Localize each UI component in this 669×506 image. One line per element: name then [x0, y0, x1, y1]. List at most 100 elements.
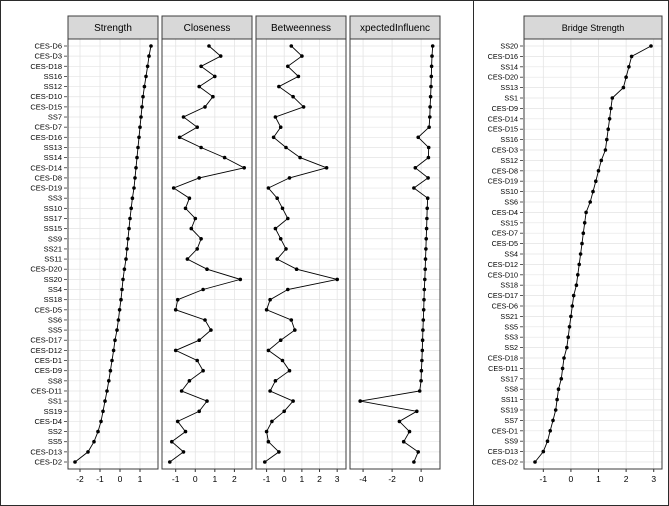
- data-point: [627, 65, 631, 69]
- centrality-plot-svg: CES-D6CES-D3CES-D18SS16SS12CES-D10CES-D1…: [30, 15, 441, 484]
- data-point: [610, 96, 615, 100]
- data-point: [171, 186, 176, 190]
- data-point: [125, 247, 129, 251]
- data-point: [129, 206, 133, 211]
- facet-title: Closeness: [184, 23, 231, 34]
- data-point: [266, 439, 271, 444]
- data-point: [291, 399, 295, 403]
- data-point: [429, 74, 434, 79]
- data-point: [189, 226, 194, 231]
- data-point: [187, 196, 192, 200]
- data-point: [430, 54, 434, 58]
- data-point: [168, 460, 172, 464]
- data-point: [289, 318, 294, 322]
- data-point: [624, 75, 628, 79]
- y-axis-label: SS6: [48, 315, 62, 324]
- data-point: [275, 257, 280, 261]
- data-point: [596, 169, 601, 173]
- y-axis-label: CES-D13: [488, 447, 518, 456]
- data-point: [419, 368, 424, 373]
- data-point: [209, 328, 213, 332]
- y-axis-label: CES-D1: [34, 356, 62, 365]
- y-axis-label: CES-D6: [492, 302, 518, 311]
- data-point: [553, 408, 558, 412]
- data-point: [581, 231, 586, 235]
- data-point: [270, 419, 274, 424]
- data-point: [280, 206, 285, 211]
- data-point: [99, 419, 103, 424]
- data-point: [423, 267, 428, 272]
- panel-border: [523, 38, 663, 470]
- y-axis-label: CES-D5: [34, 305, 62, 314]
- x-tick-label: -2: [76, 474, 84, 484]
- data-point: [170, 439, 174, 444]
- data-point: [286, 64, 290, 69]
- panel-background: [68, 39, 158, 469]
- facet-title: Betweenness: [271, 23, 331, 34]
- y-axis-label: CES-D10: [30, 92, 62, 101]
- data-point: [175, 297, 180, 302]
- data-point: [426, 155, 431, 160]
- gridlines: [350, 39, 440, 469]
- y-axis-label: CES-D15: [488, 125, 518, 134]
- data-point: [428, 94, 433, 99]
- y-axis-label: SS2: [48, 427, 62, 436]
- data-point: [301, 105, 306, 109]
- x-tick-label: 1: [138, 474, 143, 484]
- data-point: [422, 287, 427, 292]
- data-point: [147, 54, 151, 58]
- data-point: [421, 318, 426, 322]
- y-axis-label: SS4: [504, 250, 518, 259]
- x-tick-label: 2: [624, 474, 629, 484]
- data-point: [294, 267, 299, 272]
- data-point: [105, 389, 109, 393]
- y-axis-label: CES-D12: [488, 260, 518, 269]
- y-axis-labels: SS20CES-D16SS14CES-D20SS13SS1CES-D9CES-D…: [488, 42, 523, 467]
- data-point: [423, 257, 428, 261]
- data-point: [110, 358, 114, 363]
- data-point: [92, 439, 96, 444]
- y-axis-label: CES-D12: [30, 346, 62, 355]
- data-point: [101, 409, 105, 414]
- data-point: [133, 176, 137, 180]
- y-axis-label: CES-D14: [488, 114, 518, 123]
- data-point: [420, 338, 425, 343]
- data-point: [142, 84, 147, 89]
- x-tick-label: 1: [300, 474, 305, 484]
- data-point: [284, 145, 288, 150]
- data-point: [427, 125, 431, 129]
- data-point: [412, 186, 416, 190]
- y-axis-labels: CES-D6CES-D3CES-D18SS16SS12CES-D10CES-D1…: [30, 42, 67, 467]
- data-point: [606, 127, 610, 131]
- y-axis-label: CES-D8: [492, 166, 518, 175]
- data-point: [286, 216, 290, 221]
- data-point: [421, 308, 426, 312]
- data-point: [556, 387, 561, 392]
- data-point: [420, 358, 424, 363]
- y-axis-label: CES-D19: [488, 177, 518, 186]
- data-point: [128, 216, 132, 221]
- data-point: [562, 356, 566, 360]
- data-point: [273, 379, 278, 383]
- data-point: [119, 297, 123, 302]
- data-point: [591, 189, 595, 194]
- data-point: [428, 115, 432, 119]
- data-point: [273, 226, 278, 231]
- data-point: [268, 297, 272, 302]
- x-tick-label: 1: [596, 474, 601, 484]
- data-point: [201, 287, 205, 292]
- data-point: [425, 216, 429, 221]
- data-point: [423, 277, 427, 282]
- data-point: [149, 44, 153, 48]
- data-point: [421, 328, 425, 332]
- data-point: [649, 44, 653, 48]
- data-point: [412, 460, 416, 464]
- data-point: [181, 450, 186, 454]
- y-axis-label: CES-D10: [488, 270, 518, 279]
- data-point: [284, 247, 288, 251]
- data-point: [425, 196, 430, 200]
- y-axis-label: CES-D17: [488, 291, 518, 300]
- data-point: [199, 145, 203, 150]
- data-point: [268, 389, 272, 393]
- data-point: [428, 105, 432, 109]
